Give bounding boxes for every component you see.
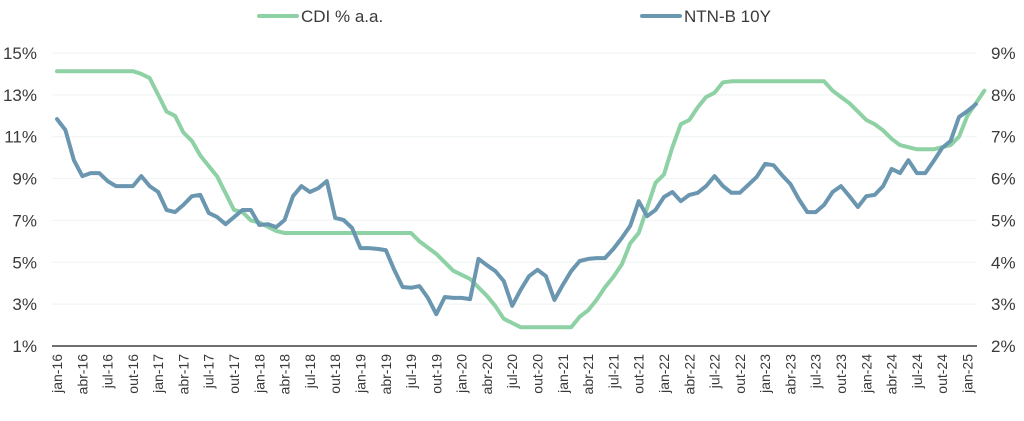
- right-axis-tick-label: 3%: [991, 295, 1016, 314]
- right-axis-tick-label: 8%: [991, 86, 1016, 105]
- x-axis-tick-label: jan-24: [858, 354, 874, 394]
- left-axis-tick-label: 11%: [4, 128, 37, 147]
- left-axis-tick-label: 3%: [12, 295, 37, 314]
- legend-label-ntnb: NTN-B 10Y: [684, 7, 771, 26]
- right-axis-tick-label: 9%: [991, 44, 1016, 63]
- x-axis-tick-label: abr-21: [580, 354, 596, 395]
- left-axis-tick-label: 5%: [12, 253, 37, 272]
- left-axis-tick-label: 7%: [12, 211, 37, 230]
- right-axis-tick-label: 6%: [991, 170, 1016, 189]
- left-axis-tick-label: 15%: [3, 44, 37, 63]
- legend-label-cdi: CDI % a.a.: [301, 7, 383, 26]
- left-axis-tick-label: 9%: [12, 170, 37, 189]
- left-axis-tick-label: 1%: [12, 337, 37, 356]
- x-axis-tick-label: abr-22: [681, 354, 697, 395]
- x-axis-tick-label: out-18: [327, 354, 343, 394]
- x-axis-tick-label: out-21: [631, 354, 647, 394]
- right-axis-tick-label: 2%: [991, 337, 1016, 356]
- x-axis-tick-label: abr-18: [277, 354, 293, 395]
- right-axis-tick-label: 5%: [991, 211, 1016, 230]
- legend: CDI % a.a. NTN-B 10Y: [257, 7, 771, 26]
- x-axis-tick-label: jul-16: [100, 354, 116, 389]
- x-axis-ticks: jan-16 abr-16 jul-16 out-16 jan-17 abr-17 jul-…: [49, 354, 975, 395]
- x-axis-tick-label: jan-17: [150, 354, 166, 394]
- left-axis-tick-label: 13%: [3, 86, 37, 105]
- x-axis-tick-label: out-16: [125, 354, 141, 394]
- x-axis-tick-label: jul-17: [201, 354, 217, 389]
- left-axis-ticks: 1% 3% 5% 7% 9% 11% 13% 15%: [3, 44, 37, 356]
- x-axis-tick-label: out-17: [226, 354, 242, 394]
- series-line-ntnb: [55, 102, 978, 317]
- x-axis-tick-label: abr-16: [74, 354, 90, 395]
- x-axis-tick-label: out-22: [732, 354, 748, 394]
- x-axis-tick-label: abr-17: [175, 354, 191, 395]
- x-axis-tick-label: out-23: [833, 354, 849, 394]
- series-line-cdi: [55, 69, 987, 330]
- x-axis-tick-label: jan-20: [454, 354, 470, 394]
- x-axis-tick-label: jan-25: [959, 354, 975, 394]
- gridlines: [52, 52, 977, 305]
- x-axis-tick-label: jan-16: [49, 354, 65, 394]
- x-axis-tick-label: jul-24: [909, 354, 925, 389]
- x-axis-tick-label: out-19: [428, 354, 444, 394]
- x-axis-tick-label: jan-23: [757, 354, 773, 394]
- x-axis-tick-label: abr-24: [884, 354, 900, 395]
- x-axis-tick-label: jul-22: [707, 354, 723, 389]
- right-axis-ticks: 2% 3% 4% 5% 6% 7% 8% 9%: [991, 44, 1016, 356]
- x-axis-tick-label: jul-21: [605, 354, 621, 389]
- x-axis-tick-label: jul-18: [302, 354, 318, 389]
- x-axis-tick-label: jan-18: [251, 354, 267, 394]
- right-axis-tick-label: 7%: [991, 128, 1016, 147]
- x-axis-tick-label: jul-23: [808, 354, 824, 389]
- x-axis-tick-label: jan-21: [555, 354, 571, 394]
- x-axis-tick-label: abr-19: [378, 354, 394, 395]
- x-axis-tick-label: jul-20: [504, 354, 520, 389]
- series-lines: [55, 69, 987, 330]
- right-axis-tick-label: 4%: [991, 253, 1016, 272]
- x-axis-tick-label: jan-19: [352, 354, 368, 394]
- x-axis-tick-label: jan-22: [656, 354, 672, 394]
- x-axis-tick-label: out-24: [934, 354, 950, 394]
- x-axis-tick-label: jul-19: [403, 354, 419, 389]
- x-axis-tick-label: abr-23: [782, 354, 798, 395]
- x-axis-tick-label: out-20: [530, 354, 546, 394]
- x-axis-tick-label: abr-20: [479, 354, 495, 395]
